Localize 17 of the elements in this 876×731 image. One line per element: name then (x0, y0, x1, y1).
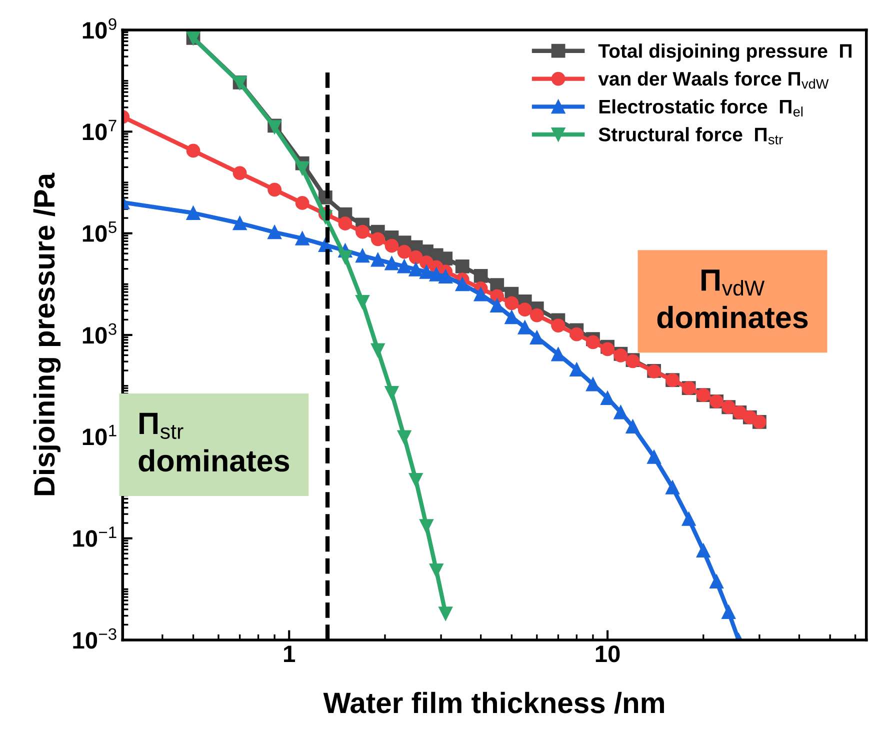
y-tick-label: 10$^{−3}$ (73, 628, 116, 649)
legend-label: Electrostatic force Π$_{el}$ (599, 99, 803, 117)
y-tick-label: 10$^{1}$ (82, 424, 116, 446)
y-tick-label: 10$^{−1}$ (73, 526, 116, 547)
y-tick-label: 10$^{9}$ (82, 18, 116, 39)
x-tick-label: 1 (284, 646, 296, 662)
annotation: Π$_{vdW}$ dominates (657, 270, 808, 328)
annotation: Π$_{str}$ dominates (138, 412, 290, 472)
x-axis-title: Water film thickness /nm (323, 692, 664, 714)
y-axis-title: Disjoining pressure /Pa (33, 172, 61, 496)
y-tick-label: 10$^{3}$ (82, 323, 116, 344)
legend-label: Structural force Π$_{str}$ (598, 127, 783, 144)
y-tick-label: 10$^{5}$ (82, 222, 116, 242)
legend-label: Total disjoining pressure Π (598, 44, 852, 62)
x-tick-label: 10 (596, 645, 620, 662)
y-tick-label: 10$^{7}$ (82, 120, 116, 140)
legend-label: van der Waals force Π$_{vdW}$ (598, 71, 829, 89)
